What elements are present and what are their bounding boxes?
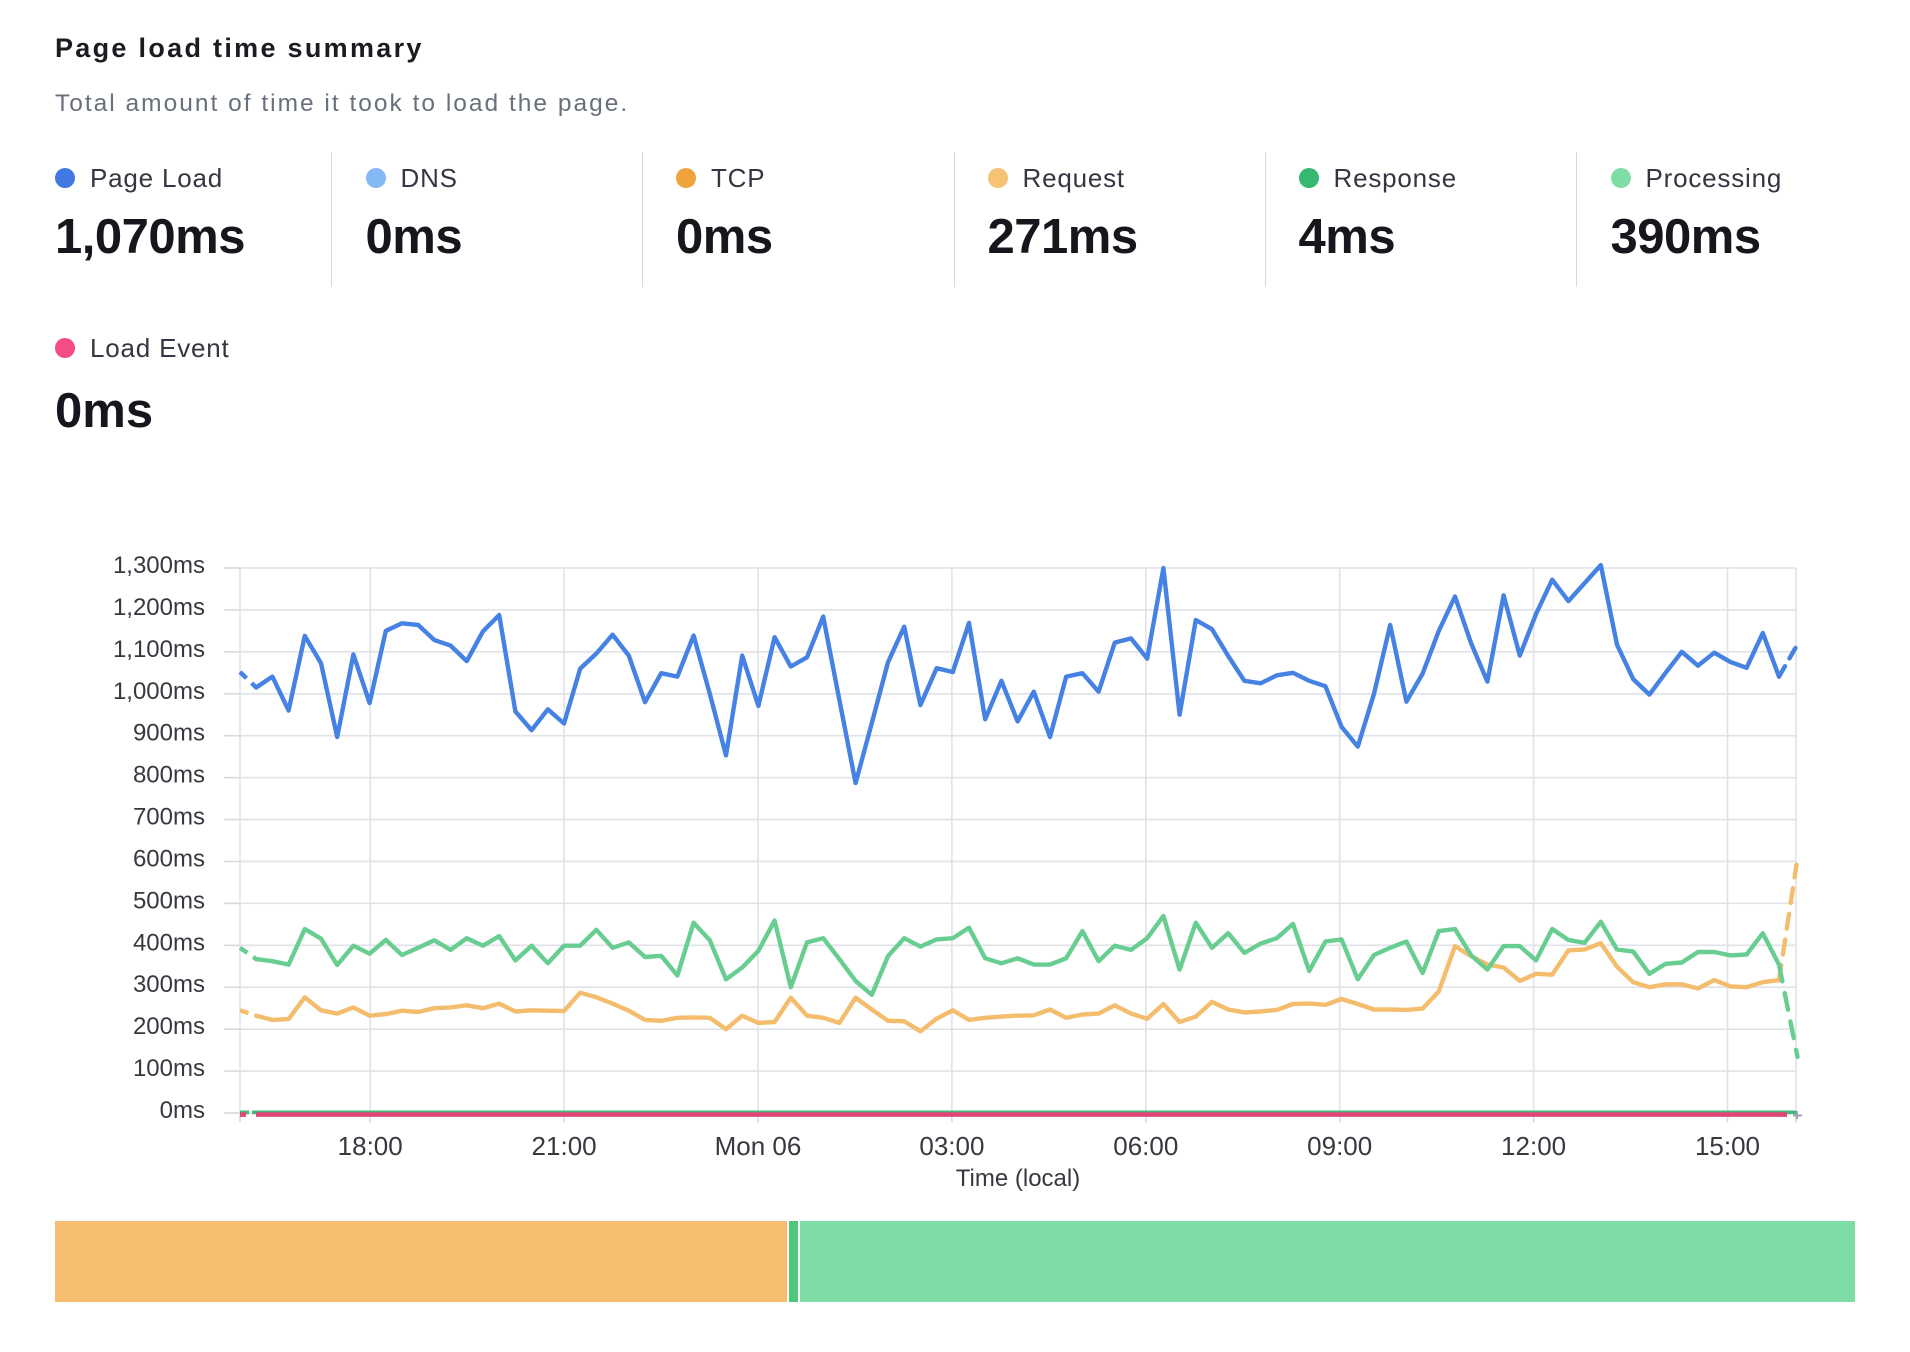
svg-text:300ms: 300ms (133, 971, 205, 998)
svg-text:21:00: 21:00 (532, 1131, 597, 1161)
svg-text:700ms: 700ms (133, 804, 205, 831)
svg-text:500ms: 500ms (133, 887, 205, 914)
svg-text:400ms: 400ms (133, 929, 205, 956)
svg-text:1,000ms: 1,000ms (113, 678, 205, 705)
svg-text:1,300ms: 1,300ms (113, 552, 205, 579)
svg-text:0ms: 0ms (160, 1097, 205, 1124)
svg-text:12:00: 12:00 (1501, 1131, 1566, 1161)
svg-text:Time (local): Time (local) (956, 1165, 1080, 1192)
svg-text:06:00: 06:00 (1113, 1131, 1178, 1161)
svg-text:03:00: 03:00 (919, 1131, 984, 1161)
svg-text:15:00: 15:00 (1695, 1131, 1760, 1161)
svg-text:900ms: 900ms (133, 720, 205, 747)
svg-text:18:00: 18:00 (338, 1131, 403, 1161)
svg-text:1,200ms: 1,200ms (113, 594, 205, 621)
svg-text:200ms: 200ms (133, 1013, 205, 1040)
svg-text:09:00: 09:00 (1307, 1131, 1372, 1161)
svg-text:Mon 06: Mon 06 (715, 1131, 802, 1161)
svg-text:600ms: 600ms (133, 846, 205, 873)
svg-text:1,100ms: 1,100ms (113, 636, 205, 663)
svg-text:100ms: 100ms (133, 1055, 205, 1082)
svg-text:800ms: 800ms (133, 762, 205, 789)
